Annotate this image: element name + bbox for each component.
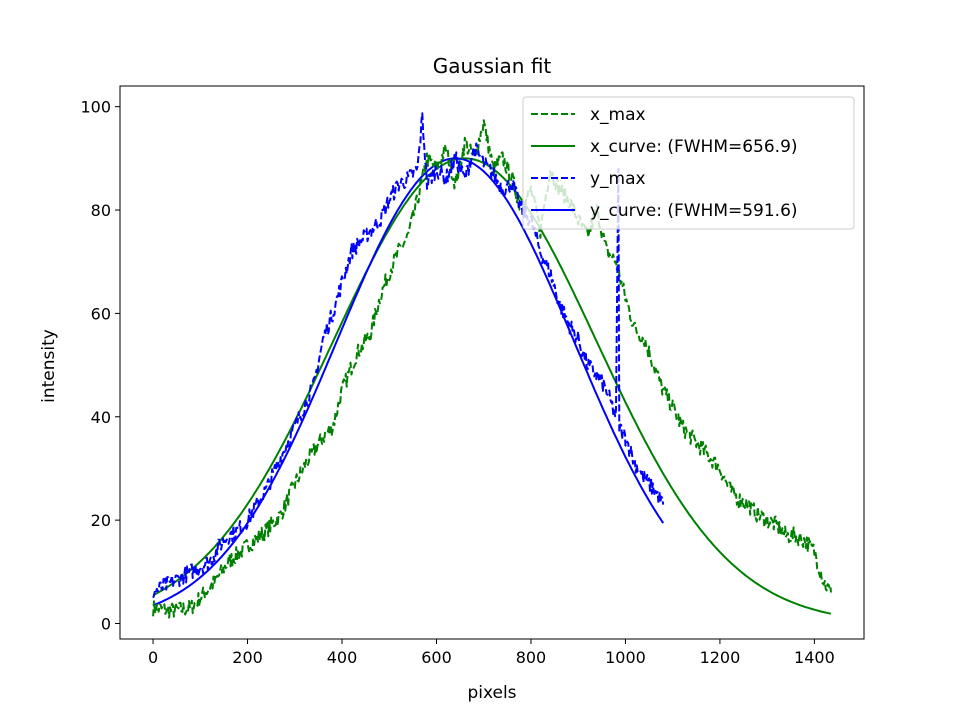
x-tick-label: 1400 [794, 648, 835, 667]
x-tick-label: 400 [327, 648, 358, 667]
plot-frame [119, 85, 865, 640]
y-axis: 0 20 40 60 80 100 [80, 98, 120, 633]
x-tick-label: 1000 [605, 648, 646, 667]
plot-lines [152, 112, 832, 619]
series-line-x_curve [152, 157, 832, 615]
legend-label: x_curve: (FWHM=656.9) [590, 137, 798, 157]
series-line-x_max [152, 119, 832, 619]
y-axis-label: intensity [39, 329, 59, 403]
legend-label: y_curve: (FWHM=591.6) [590, 201, 798, 221]
x-axis: 0 200 400 600 800 1000 1200 1400 [148, 639, 835, 667]
chart-title: Gaussian fit [433, 54, 552, 78]
y-tick-label: 0 [101, 614, 111, 633]
series-line-y_max [152, 112, 665, 599]
series-line-y_curve [152, 157, 665, 607]
y-tick-label: 40 [91, 408, 111, 427]
legend-label: x_max [590, 105, 646, 125]
x-tick-label: 200 [232, 648, 263, 667]
y-tick-label: 100 [80, 98, 111, 117]
y-tick-label: 80 [91, 201, 111, 220]
y-tick-label: 60 [91, 304, 111, 323]
y-tick-label: 20 [91, 511, 111, 530]
legend: x_max x_curve: (FWHM=656.9) y_max y_curve: … [522, 96, 855, 230]
x-axis-label: pixels [467, 683, 516, 703]
x-tick-label: 800 [516, 648, 547, 667]
x-tick-label: 0 [148, 648, 158, 667]
x-tick-label: 600 [421, 648, 452, 667]
legend-box [522, 96, 855, 230]
legend-label: y_max [590, 169, 646, 189]
x-tick-label: 1200 [700, 648, 741, 667]
